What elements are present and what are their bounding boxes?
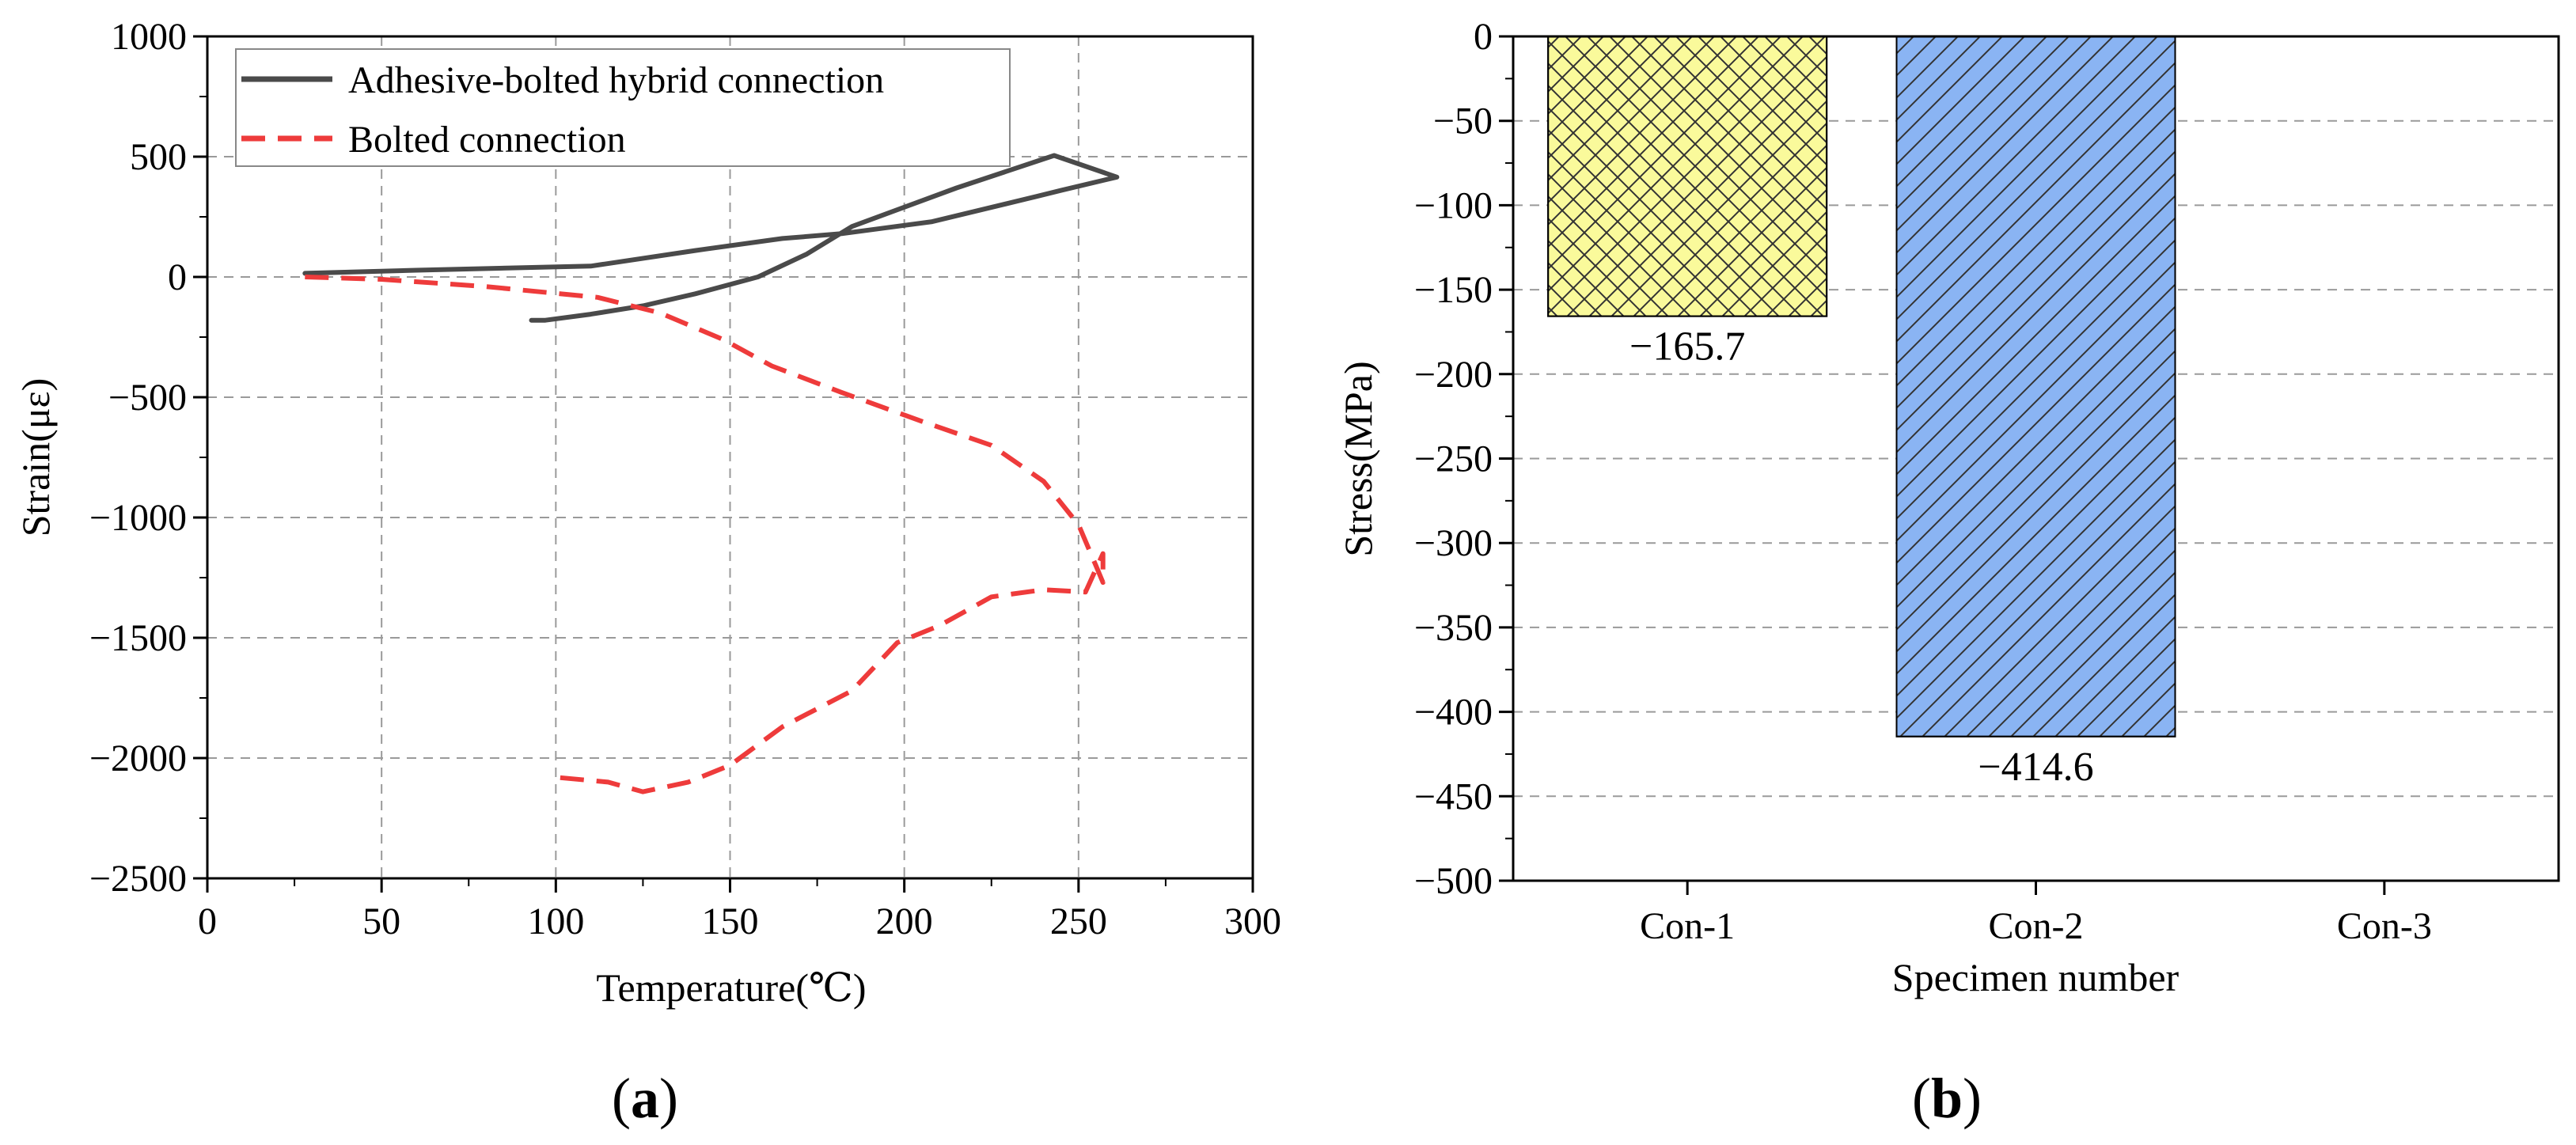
y-tick-label: −350	[1414, 607, 1493, 649]
x-tick-label: 0	[198, 900, 217, 942]
y-tick-label: 0	[1474, 16, 1493, 58]
y-tick-label: −1500	[89, 617, 187, 659]
chart-a-x-axis-title: Temperature(℃)	[596, 965, 866, 1010]
chart-b-ticks: −500−450−400−350−300−250−200−150−100−500…	[1414, 16, 2432, 947]
legend-box	[235, 48, 1011, 167]
bar-value-label: −165.7	[1629, 324, 1745, 370]
chart-a-ticks: 0 50 100 150 200 250 300 −2500 −2000 −1500 −1000 −5…	[89, 16, 1281, 942]
y-tick-label: −1000	[89, 497, 187, 539]
legend-label-hybrid: Adhesive-bolted hybrid connection	[348, 59, 884, 101]
series-line-hybrid	[302, 153, 1120, 323]
y-tick-label: −150	[1414, 269, 1493, 311]
x-tick-label: Con-2	[1989, 905, 2084, 947]
y-tick-label: −250	[1414, 438, 1493, 480]
legend-label-bolted: Bolted connection	[348, 119, 626, 161]
x-tick-label: Con-3	[2337, 905, 2432, 947]
y-tick-label: −400	[1414, 692, 1493, 734]
x-tick-label: 250	[1050, 900, 1107, 942]
x-tick-label: 50	[362, 900, 400, 942]
y-tick-label: −2000	[89, 737, 187, 779]
x-tick-label: 150	[702, 900, 759, 942]
y-tick-label: −50	[1433, 100, 1493, 142]
chart-a-y-axis-title: Strain(με)	[13, 378, 58, 537]
y-tick-label: 0	[168, 256, 187, 298]
y-tick-label: −500	[108, 377, 187, 419]
y-tick-label: −2500	[89, 858, 187, 900]
chart-a: 0 50 100 150 200 250 300 −2500 −2000 −1500 −1000 −5…	[13, 16, 1281, 1130]
x-tick-label: 300	[1224, 900, 1281, 942]
y-tick-label: −300	[1414, 522, 1493, 564]
panel-label-a: (a)	[612, 1067, 678, 1130]
chart-b-x-axis-title: Specimen number	[1892, 955, 2180, 999]
y-tick-label: 1000	[111, 16, 187, 58]
x-tick-label: 200	[876, 900, 933, 942]
chart-b-bars: −165.7 −414.6	[1547, 36, 2176, 790]
bar-hatch-con-2	[1895, 36, 2176, 737]
panel-label-b: (b)	[1912, 1067, 1982, 1130]
x-tick-label: Con-1	[1640, 905, 1735, 947]
y-tick-label: −100	[1414, 184, 1493, 226]
y-tick-label: −500	[1414, 860, 1493, 902]
bar-hatch-con-1	[1547, 36, 1828, 317]
bar-value-label: −414.6	[1978, 745, 2093, 790]
chart-a-series	[302, 153, 1120, 794]
chart-b: −165.7−414.6 −500−450−400−350−300−250−20…	[1336, 16, 2560, 1130]
chart-b-y-axis-title: Stress(MPa)	[1336, 361, 1380, 556]
y-tick-label: −200	[1414, 354, 1493, 396]
x-tick-label: 100	[527, 900, 584, 942]
chart-a-legend: Adhesive-bolted hybrid connection Bolted…	[235, 48, 1011, 167]
y-tick-label: 500	[130, 136, 187, 178]
y-tick-label: −450	[1414, 775, 1493, 817]
series-line-bolted	[305, 275, 1106, 794]
